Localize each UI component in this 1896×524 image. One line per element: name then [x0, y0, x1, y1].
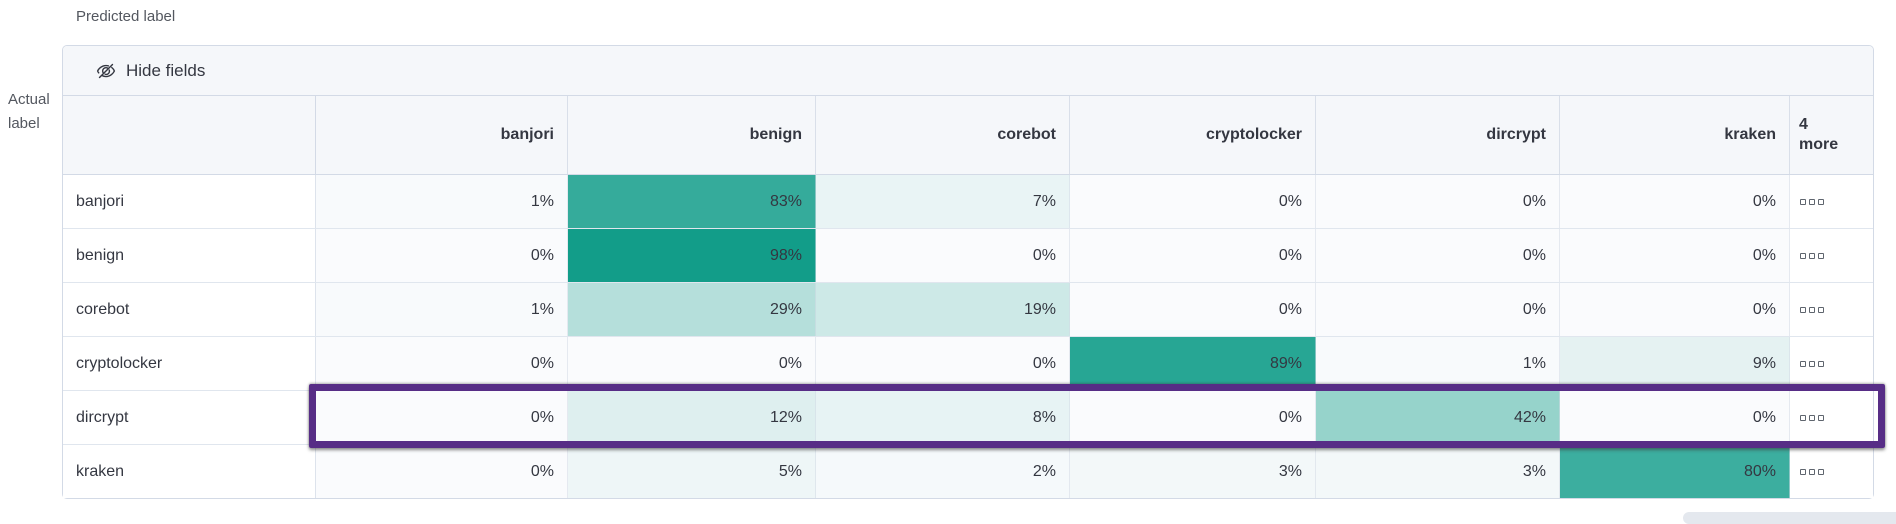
cell-corebot-dircrypt[interactable]: 0%	[1316, 283, 1560, 336]
cell-kraken-dircrypt[interactable]: 3%	[1316, 445, 1560, 498]
matrix-row-benign: benign 0% 98% 0% 0% 0% 0%	[63, 229, 1873, 283]
cell-cryptolocker-corebot[interactable]: 0%	[816, 337, 1070, 390]
hide-fields-button[interactable]: Hide fields	[96, 61, 205, 81]
cell-corebot-benign[interactable]: 29%	[568, 283, 816, 336]
cell-corebot-kraken[interactable]: 0%	[1560, 283, 1790, 336]
boxes-horizontal-icon	[1800, 468, 1824, 475]
cell-corebot-banjori[interactable]: 1%	[316, 283, 568, 336]
more-columns-label: more	[1799, 136, 1839, 153]
boxes-horizontal-icon	[1800, 252, 1824, 259]
row-actions-button[interactable]	[1790, 445, 1873, 498]
eye-closed-icon	[96, 61, 116, 81]
more-columns-header[interactable]: 4 more	[1790, 96, 1873, 174]
cell-banjori-dircrypt[interactable]: 0%	[1316, 175, 1560, 228]
column-header-kraken[interactable]: kraken	[1560, 96, 1790, 174]
actual-label-axis-title: Actual label	[8, 88, 50, 136]
cell-dircrypt-corebot[interactable]: 8%	[816, 391, 1070, 444]
column-header-cryptolocker[interactable]: cryptolocker	[1070, 96, 1316, 174]
cell-banjori-benign[interactable]: 83%	[568, 175, 816, 228]
matrix-row-dircrypt: dircrypt 0% 12% 8% 0% 42% 0%	[63, 391, 1873, 445]
cell-benign-cryptolocker[interactable]: 0%	[1070, 229, 1316, 282]
cell-kraken-corebot[interactable]: 2%	[816, 445, 1070, 498]
predicted-label-axis-title: Predicted label	[76, 8, 176, 25]
cell-banjori-corebot[interactable]: 7%	[816, 175, 1070, 228]
cell-benign-dircrypt[interactable]: 0%	[1316, 229, 1560, 282]
row-label-column-header	[63, 96, 316, 174]
row-actions-button[interactable]	[1790, 337, 1873, 390]
matrix-rows: banjori 1% 83% 7% 0% 0% 0% benign 0% 98% 0% 0% 0% 0% c…	[63, 175, 1873, 498]
actual-label-line2: label	[8, 115, 40, 132]
cell-kraken-cryptolocker[interactable]: 3%	[1070, 445, 1316, 498]
cell-banjori-kraken[interactable]: 0%	[1560, 175, 1790, 228]
cell-kraken-benign[interactable]: 5%	[568, 445, 816, 498]
cell-dircrypt-benign[interactable]: 12%	[568, 391, 816, 444]
row-label-cryptolocker[interactable]: cryptolocker	[63, 337, 316, 390]
cell-benign-kraken[interactable]: 0%	[1560, 229, 1790, 282]
cell-benign-benign[interactable]: 98%	[568, 229, 816, 282]
cell-banjori-banjori[interactable]: 1%	[316, 175, 568, 228]
cell-benign-banjori[interactable]: 0%	[316, 229, 568, 282]
column-header-banjori[interactable]: banjori	[316, 96, 568, 174]
row-actions-button[interactable]	[1790, 391, 1873, 444]
boxes-horizontal-icon	[1800, 360, 1824, 367]
matrix-row-cryptolocker: cryptolocker 0% 0% 0% 89% 1% 9%	[63, 337, 1873, 391]
row-label-kraken[interactable]: kraken	[63, 445, 316, 498]
cell-cryptolocker-cryptolocker[interactable]: 89%	[1070, 337, 1316, 390]
cell-cryptolocker-banjori[interactable]: 0%	[316, 337, 568, 390]
cell-cryptolocker-kraken[interactable]: 9%	[1560, 337, 1790, 390]
confusion-matrix-table: Hide fields banjori benign corebot cryptolo…	[62, 45, 1874, 499]
horizontal-scrollbar[interactable]	[1683, 512, 1896, 524]
cell-cryptolocker-benign[interactable]: 0%	[568, 337, 816, 390]
row-actions-button[interactable]	[1790, 283, 1873, 336]
cell-corebot-cryptolocker[interactable]: 0%	[1070, 283, 1316, 336]
cell-dircrypt-dircrypt[interactable]: 42%	[1316, 391, 1560, 444]
matrix-row-banjori: banjori 1% 83% 7% 0% 0% 0%	[63, 175, 1873, 229]
cell-kraken-kraken[interactable]: 80%	[1560, 445, 1790, 498]
column-header-corebot[interactable]: corebot	[816, 96, 1070, 174]
column-header-benign[interactable]: benign	[568, 96, 816, 174]
actual-label-line1: Actual	[8, 91, 50, 108]
boxes-horizontal-icon	[1800, 414, 1824, 421]
column-header-row: banjori benign corebot cryptolocker dircrypt…	[63, 96, 1873, 175]
cell-banjori-cryptolocker[interactable]: 0%	[1070, 175, 1316, 228]
cell-dircrypt-banjori[interactable]: 0%	[316, 391, 568, 444]
row-label-banjori[interactable]: banjori	[63, 175, 316, 228]
cell-benign-corebot[interactable]: 0%	[816, 229, 1070, 282]
boxes-horizontal-icon	[1800, 198, 1824, 205]
matrix-row-kraken: kraken 0% 5% 2% 3% 3% 80%	[63, 445, 1873, 498]
cell-corebot-corebot[interactable]: 19%	[816, 283, 1070, 336]
hide-fields-label: Hide fields	[126, 60, 206, 80]
grid-toolbar: Hide fields	[63, 46, 1873, 96]
matrix-row-corebot: corebot 1% 29% 19% 0% 0% 0%	[63, 283, 1873, 337]
cell-dircrypt-cryptolocker[interactable]: 0%	[1070, 391, 1316, 444]
column-header-dircrypt[interactable]: dircrypt	[1316, 96, 1560, 174]
boxes-horizontal-icon	[1800, 306, 1824, 313]
cell-dircrypt-kraken[interactable]: 0%	[1560, 391, 1790, 444]
row-actions-button[interactable]	[1790, 175, 1873, 228]
row-label-corebot[interactable]: corebot	[63, 283, 316, 336]
row-actions-button[interactable]	[1790, 229, 1873, 282]
cell-kraken-banjori[interactable]: 0%	[316, 445, 568, 498]
more-columns-count: 4	[1799, 116, 1808, 133]
row-label-dircrypt[interactable]: dircrypt	[63, 391, 316, 444]
row-label-benign[interactable]: benign	[63, 229, 316, 282]
cell-cryptolocker-dircrypt[interactable]: 1%	[1316, 337, 1560, 390]
